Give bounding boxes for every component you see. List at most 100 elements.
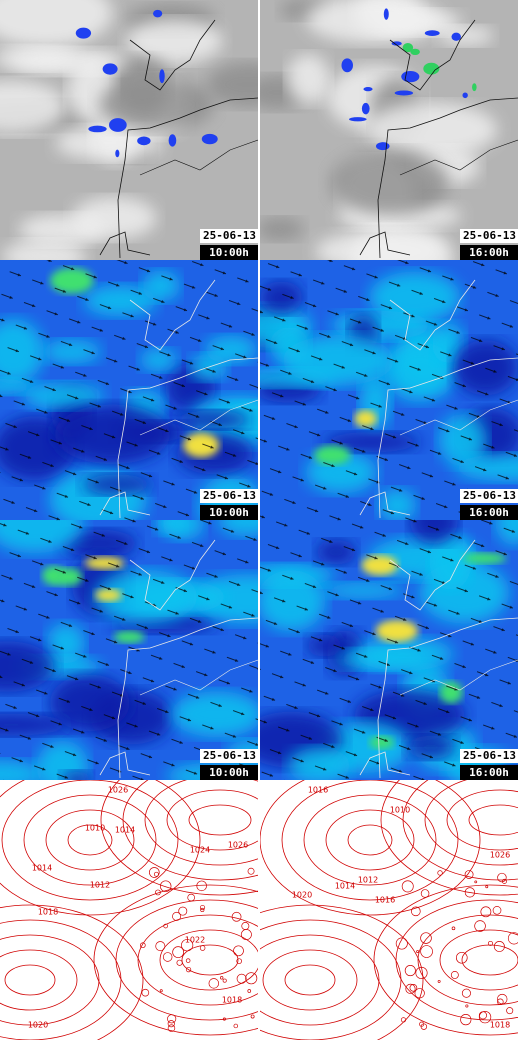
terrain-isobar (163, 923, 168, 929)
cloud (330, 149, 449, 216)
isobar (284, 964, 336, 996)
terrain-isobar (461, 988, 471, 998)
isobar-label: 1024 (190, 846, 210, 855)
terrain-isobar (231, 911, 242, 922)
terrain-isobar (245, 972, 258, 985)
coastline (359, 231, 411, 256)
precipitation (451, 32, 461, 41)
terrain-isobar (497, 998, 504, 1006)
coastline (129, 19, 216, 91)
isobar (402, 780, 518, 881)
terrain-isobar (497, 993, 508, 1005)
precipitation (341, 58, 353, 73)
isobar (0, 934, 100, 1026)
isobar (260, 934, 380, 1026)
precipitation (363, 87, 373, 92)
time-box (460, 505, 518, 520)
terrain-isobar (420, 889, 430, 898)
date-box (460, 229, 518, 243)
terrain-isobar (501, 878, 507, 884)
precipitation (153, 9, 163, 18)
time-label: 10:00h (209, 766, 249, 779)
isobar-label: 1014 (32, 864, 52, 873)
precipitation (115, 149, 120, 158)
terrain-isobar (222, 978, 227, 983)
coastline (377, 357, 518, 519)
terrain-isobar (162, 952, 173, 962)
cloud (0, 81, 67, 134)
terrain-isobar (236, 958, 242, 964)
precipitation (423, 62, 440, 75)
terrain-isobar (437, 979, 441, 983)
time-label: 16:00h (469, 766, 509, 779)
coastline (377, 97, 518, 259)
cloud (126, 18, 223, 64)
border (399, 659, 518, 696)
isobar-label: 1026 (490, 851, 510, 860)
date-box (200, 229, 258, 243)
terrain-isobar (176, 959, 183, 966)
isobar (67, 824, 113, 856)
terrain-isobar (419, 1021, 425, 1027)
terrain-isobar (420, 1023, 428, 1030)
terrain-isobar (208, 978, 220, 989)
isobar (439, 929, 518, 991)
isobar (1, 780, 179, 901)
map-panel: 25-06-13 16:00h (260, 260, 518, 520)
border (399, 399, 518, 436)
isobar-label: 1012 (90, 881, 110, 890)
time-box (460, 765, 518, 780)
coastline (129, 539, 216, 611)
terrain-isobar (478, 1011, 492, 1024)
terrain-isobar (460, 1014, 472, 1026)
terrain-isobar (420, 945, 433, 958)
terrain-isobar (485, 885, 489, 889)
terrain-isobar (507, 932, 518, 945)
border (399, 139, 518, 176)
precipitation (401, 70, 420, 83)
isobar (188, 804, 252, 836)
precipitation (88, 125, 107, 133)
coastline (359, 751, 411, 776)
coastline (99, 751, 151, 776)
isobar-label: 1026 (228, 841, 248, 850)
precipitation (75, 27, 92, 39)
coastline (389, 539, 476, 611)
terrain-isobar (172, 911, 182, 921)
date-label: 25-06-13 (463, 749, 516, 762)
isobar (424, 780, 518, 866)
terrain-isobar (220, 976, 224, 980)
terrain-isobar (233, 1023, 239, 1029)
precipitation (410, 48, 420, 56)
time-box (200, 505, 258, 520)
isobar (262, 949, 358, 1011)
terrain-isobar (474, 880, 478, 884)
coastline (359, 491, 411, 516)
precipitation (391, 41, 402, 46)
isobar (159, 929, 258, 991)
terrain-isobar (241, 922, 250, 930)
date-label: 25-06-13 (463, 489, 516, 502)
time-box (200, 245, 258, 260)
border (139, 139, 258, 176)
terrain-isobar (187, 893, 195, 902)
precipitation (472, 83, 477, 92)
map-panel: 25-06-13 16:00h (260, 520, 518, 780)
terrain-isobar (153, 871, 159, 877)
terrain-isobar (236, 973, 247, 984)
precipitation (375, 142, 390, 151)
map-panel (0, 780, 258, 1040)
coastline (389, 279, 476, 351)
isobar (380, 780, 518, 896)
date-box (460, 749, 518, 763)
isobar (166, 789, 258, 851)
isobar (181, 944, 239, 976)
cloud (71, 197, 157, 239)
time-box (200, 765, 258, 780)
coastline (129, 279, 216, 351)
terrain-isobar (474, 920, 486, 932)
terrain-isobar (199, 945, 206, 951)
isobar (122, 780, 258, 881)
date-label: 25-06-13 (203, 229, 256, 242)
